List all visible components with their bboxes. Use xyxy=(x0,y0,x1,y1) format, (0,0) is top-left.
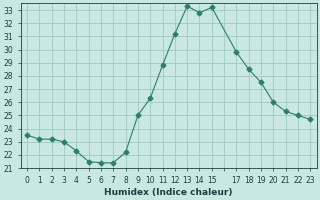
X-axis label: Humidex (Indice chaleur): Humidex (Indice chaleur) xyxy=(104,188,233,197)
